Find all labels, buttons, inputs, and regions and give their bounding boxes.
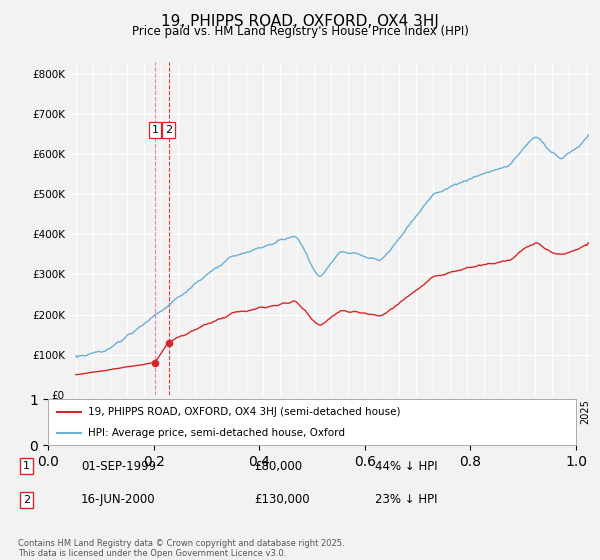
Text: 01-SEP-1999: 01-SEP-1999 <box>81 460 156 473</box>
Text: £130,000: £130,000 <box>254 493 310 506</box>
Point <box>164 338 173 347</box>
Text: Contains HM Land Registry data © Crown copyright and database right 2025.
This d: Contains HM Land Registry data © Crown c… <box>18 539 344 558</box>
Point <box>150 358 160 367</box>
Text: 2: 2 <box>165 125 172 135</box>
Text: HPI: Average price, semi-detached house, Oxford: HPI: Average price, semi-detached house,… <box>88 428 344 438</box>
Text: Price paid vs. HM Land Registry's House Price Index (HPI): Price paid vs. HM Land Registry's House … <box>131 25 469 38</box>
Text: 44% ↓ HPI: 44% ↓ HPI <box>375 460 437 473</box>
Text: £80,000: £80,000 <box>254 460 302 473</box>
Text: 2: 2 <box>23 495 30 505</box>
Text: 19, PHIPPS ROAD, OXFORD, OX4 3HJ: 19, PHIPPS ROAD, OXFORD, OX4 3HJ <box>161 14 439 29</box>
Text: 1: 1 <box>152 125 158 135</box>
Text: 16-JUN-2000: 16-JUN-2000 <box>81 493 156 506</box>
Text: 23% ↓ HPI: 23% ↓ HPI <box>375 493 437 506</box>
Text: 19, PHIPPS ROAD, OXFORD, OX4 3HJ (semi-detached house): 19, PHIPPS ROAD, OXFORD, OX4 3HJ (semi-d… <box>88 407 400 417</box>
Text: 1: 1 <box>23 461 30 471</box>
